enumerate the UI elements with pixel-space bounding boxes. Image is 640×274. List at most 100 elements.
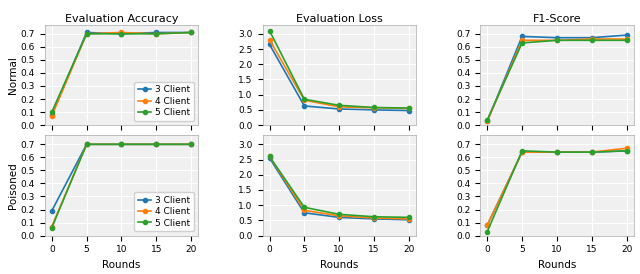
Line: 3 Client: 3 Client	[485, 33, 628, 123]
4 Client	[518, 39, 526, 42]
Line: 3 Client: 3 Client	[50, 30, 193, 117]
5 Client	[553, 39, 561, 42]
3 Client	[301, 104, 308, 108]
4 Client	[553, 39, 561, 42]
4 Client	[48, 114, 56, 118]
5 Client	[518, 149, 526, 152]
5 Client	[266, 155, 273, 158]
4 Client	[188, 143, 195, 146]
5 Client	[301, 98, 308, 101]
4 Client	[588, 37, 596, 41]
5 Client	[518, 41, 526, 45]
3 Client	[483, 119, 491, 123]
4 Client	[553, 150, 561, 154]
5 Client	[553, 150, 561, 154]
4 Client	[483, 224, 491, 227]
5 Client	[623, 149, 630, 152]
5 Client	[405, 216, 413, 219]
4 Client	[405, 107, 413, 110]
X-axis label: Rounds: Rounds	[102, 260, 141, 270]
Legend: 3 Client, 4 Client, 5 Client: 3 Client, 4 Client, 5 Client	[134, 192, 194, 231]
3 Client	[48, 209, 56, 213]
4 Client	[370, 216, 378, 220]
4 Client	[48, 225, 56, 228]
3 Client	[623, 149, 630, 152]
Title: Evaluation Accuracy: Evaluation Accuracy	[65, 14, 178, 24]
3 Client	[370, 108, 378, 112]
3 Client	[553, 36, 561, 39]
5 Client	[118, 32, 125, 35]
Legend: 3 Client, 4 Client, 5 Client: 3 Client, 4 Client, 5 Client	[134, 82, 194, 121]
5 Client	[152, 32, 160, 35]
X-axis label: Rounds: Rounds	[320, 260, 358, 270]
5 Client	[188, 143, 195, 146]
3 Client	[266, 156, 273, 160]
3 Client	[518, 35, 526, 38]
5 Client	[335, 213, 343, 216]
3 Client	[483, 224, 491, 227]
5 Client	[623, 39, 630, 42]
4 Client	[335, 214, 343, 218]
Y-axis label: Poisoned: Poisoned	[8, 162, 18, 209]
5 Client	[118, 143, 125, 146]
Line: 5 Client: 5 Client	[485, 38, 628, 122]
4 Client	[623, 147, 630, 150]
3 Client	[370, 217, 378, 221]
4 Client	[623, 37, 630, 41]
4 Client	[83, 32, 90, 35]
Line: 3 Client: 3 Client	[50, 142, 193, 213]
Line: 5 Client: 5 Client	[485, 149, 628, 234]
3 Client	[335, 107, 343, 111]
5 Client	[48, 110, 56, 114]
4 Client	[152, 32, 160, 35]
3 Client	[152, 31, 160, 34]
Line: 5 Client: 5 Client	[268, 155, 411, 219]
5 Client	[335, 104, 343, 107]
3 Client	[588, 36, 596, 39]
Line: 3 Client: 3 Client	[268, 156, 411, 222]
3 Client	[623, 33, 630, 37]
3 Client	[588, 150, 596, 154]
3 Client	[83, 143, 90, 146]
5 Client	[266, 29, 273, 32]
Line: 3 Client: 3 Client	[268, 42, 411, 113]
Y-axis label: Normal: Normal	[8, 56, 18, 94]
4 Client	[301, 99, 308, 102]
Line: 4 Client: 4 Client	[485, 37, 628, 123]
4 Client	[266, 38, 273, 42]
3 Client	[152, 143, 160, 146]
4 Client	[83, 143, 90, 146]
4 Client	[483, 119, 491, 123]
3 Client	[405, 218, 413, 221]
Line: 5 Client: 5 Client	[50, 30, 193, 114]
4 Client	[118, 31, 125, 34]
4 Client	[188, 31, 195, 34]
3 Client	[266, 43, 273, 46]
3 Client	[188, 143, 195, 146]
5 Client	[405, 106, 413, 110]
5 Client	[588, 39, 596, 42]
5 Client	[83, 32, 90, 35]
5 Client	[83, 143, 90, 146]
5 Client	[188, 31, 195, 34]
5 Client	[370, 215, 378, 218]
Title: Evaluation Loss: Evaluation Loss	[296, 14, 383, 24]
3 Client	[301, 211, 308, 215]
Title: F1-Score: F1-Score	[532, 14, 581, 24]
5 Client	[588, 150, 596, 154]
Line: 5 Client: 5 Client	[50, 142, 193, 230]
Line: 4 Client: 4 Client	[50, 30, 193, 118]
Line: 3 Client: 3 Client	[485, 149, 628, 227]
3 Client	[553, 150, 561, 154]
5 Client	[483, 230, 491, 233]
3 Client	[118, 143, 125, 146]
4 Client	[266, 155, 273, 158]
X-axis label: Rounds: Rounds	[538, 260, 576, 270]
5 Client	[301, 206, 308, 209]
3 Client	[188, 31, 195, 34]
3 Client	[405, 109, 413, 112]
4 Client	[405, 217, 413, 221]
4 Client	[518, 150, 526, 154]
4 Client	[370, 106, 378, 109]
4 Client	[588, 150, 596, 154]
